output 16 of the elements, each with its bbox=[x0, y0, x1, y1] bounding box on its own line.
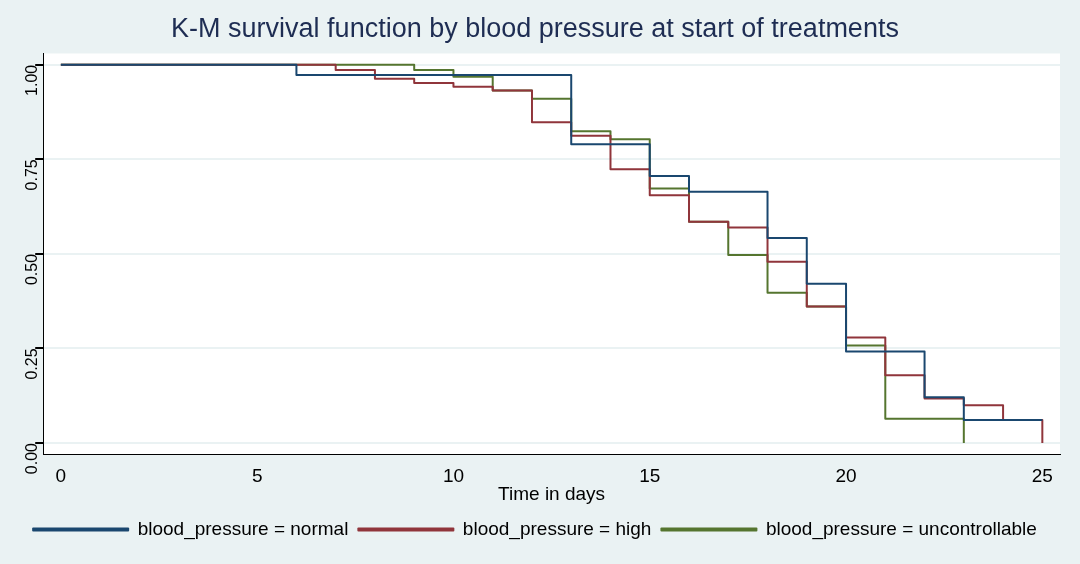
y-tick-label: 0.00 bbox=[22, 442, 40, 475]
x-tick-label: 20 bbox=[835, 465, 857, 487]
x-tick-label: 10 bbox=[442, 465, 465, 487]
x-tick-label: 0 bbox=[55, 465, 67, 487]
chart-title: K-M survival function by blood pressure at start of treatments bbox=[171, 12, 899, 43]
x-tick-label: 25 bbox=[1031, 465, 1053, 487]
x-tick-label: 15 bbox=[639, 465, 661, 487]
x-axis-title: Time in days bbox=[498, 482, 606, 504]
legend-label: blood_pressure = high bbox=[462, 517, 652, 540]
y-tick-label: 1.00 bbox=[22, 64, 40, 96]
y-tick-label: 0.50 bbox=[22, 253, 40, 286]
legend-label: blood_pressure = normal bbox=[137, 517, 349, 540]
y-tick-label: 0.75 bbox=[22, 159, 40, 191]
legend-label: blood_pressure = uncontrollable bbox=[765, 517, 1037, 540]
y-tick-label: 0.25 bbox=[22, 348, 40, 380]
x-tick-label: 5 bbox=[251, 465, 263, 487]
